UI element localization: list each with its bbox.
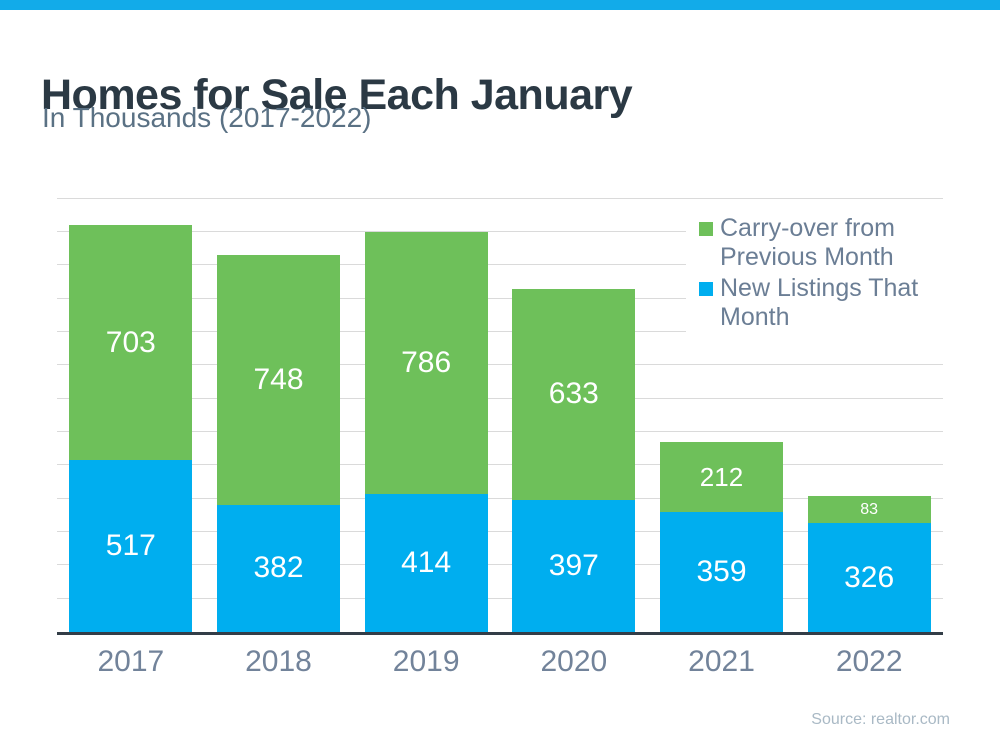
x-axis-line bbox=[57, 632, 943, 635]
bar-value-label: 326 bbox=[844, 560, 895, 594]
bar-2019-blue-segment: 414 bbox=[364, 494, 488, 632]
bar-value-label: 517 bbox=[105, 528, 156, 562]
bar-value-label: 359 bbox=[696, 555, 747, 589]
bar-2019-green-segment: 786 bbox=[364, 232, 488, 495]
x-axis-label-2022: 2022 bbox=[835, 645, 903, 678]
bar-2022-blue-segment: 326 bbox=[807, 523, 931, 632]
x-axis-label-2020: 2020 bbox=[540, 645, 608, 678]
bar-2018-green-segment: 748 bbox=[217, 255, 340, 505]
bar-value-label: 397 bbox=[548, 548, 599, 582]
legend-label: New Listings That Month bbox=[720, 274, 919, 331]
gridline bbox=[57, 431, 943, 433]
plot-area: 517 703 382 748 414 786 397 633 359 212 326 83 bbox=[57, 197, 943, 635]
gridline bbox=[57, 197, 943, 199]
bar-2020-blue-segment: 397 bbox=[512, 499, 636, 632]
bar-value-label: 382 bbox=[253, 551, 304, 585]
page-subtitle: In Thousands (2017-2022) bbox=[42, 102, 372, 133]
legend-item: New Listings That Month bbox=[686, 274, 943, 332]
gridline bbox=[57, 464, 943, 466]
gridline bbox=[57, 331, 943, 333]
bar-value-label: 212 bbox=[699, 462, 744, 493]
gridline bbox=[57, 531, 943, 533]
chart-legend: Carry-over from Previous Month New Listin… bbox=[686, 214, 943, 340]
gridline bbox=[57, 397, 943, 399]
bar-2021-blue-segment: 359 bbox=[660, 512, 783, 632]
gridline bbox=[57, 231, 943, 233]
bar-value-label: 83 bbox=[860, 500, 879, 518]
source-note: Source: realtor.com bbox=[811, 711, 950, 728]
x-axis-label-2018: 2018 bbox=[245, 645, 312, 678]
bar-2022-green-segment: 83 bbox=[807, 495, 931, 524]
bar-value-label: 414 bbox=[401, 546, 452, 579]
bar-value-label: 633 bbox=[548, 377, 599, 411]
legend-swatch-green bbox=[699, 222, 713, 236]
bar-2017-green-segment: 703 bbox=[69, 225, 193, 460]
legend-label: Carry-over from Previous Month bbox=[720, 214, 896, 271]
bar-2018-blue-segment: 382 bbox=[217, 504, 340, 632]
gridline bbox=[57, 497, 943, 499]
gridline bbox=[57, 297, 943, 299]
bar-2017-blue-segment: 517 bbox=[69, 459, 193, 632]
bar-value-label: 703 bbox=[105, 325, 156, 359]
bar-value-label: 748 bbox=[253, 363, 304, 396]
gridline bbox=[57, 564, 943, 566]
gridline bbox=[57, 597, 943, 599]
x-axis-label-2021: 2021 bbox=[688, 645, 755, 678]
top-accent-bar bbox=[0, 0, 1000, 10]
bar-2020-green-segment: 633 bbox=[512, 288, 636, 500]
bar-value-label: 786 bbox=[401, 346, 452, 380]
x-axis-label-2019: 2019 bbox=[392, 645, 460, 678]
gridline bbox=[57, 364, 943, 366]
legend-swatch-blue bbox=[699, 282, 713, 296]
bar-2021-green-segment: 212 bbox=[660, 441, 783, 513]
legend-item: Carry-over from Previous Month bbox=[686, 214, 943, 272]
x-axis-label-2017: 2017 bbox=[97, 645, 165, 678]
gridline bbox=[57, 264, 943, 266]
x-axis-labels: 2017 2018 2019 2020 2021 2022 bbox=[57, 644, 943, 680]
page-title: Homes for Sale Each January bbox=[41, 70, 633, 119]
